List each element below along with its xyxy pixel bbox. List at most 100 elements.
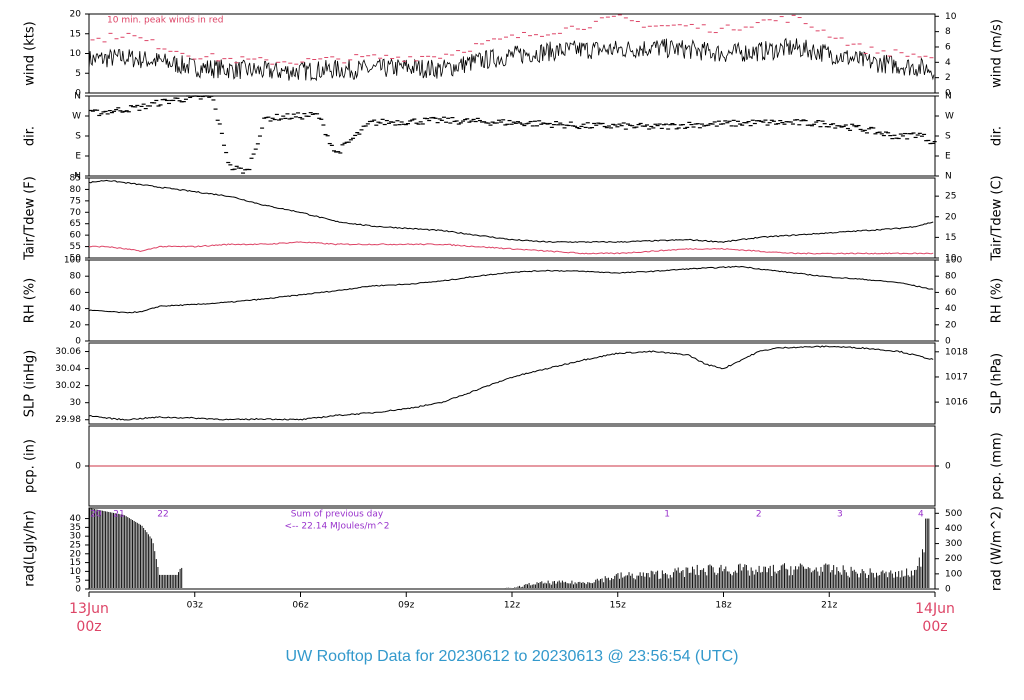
slp-ytick-label: 30.04 [55, 364, 81, 374]
slp-ytick-right-label: 1018 [945, 347, 968, 357]
wind-series-line [88, 37, 935, 82]
x-tick-label: 15z [610, 601, 626, 611]
dir-ytick-label: W [72, 112, 81, 122]
x-tick-label: 06z [292, 601, 308, 611]
rad-hour-label: 1 [664, 510, 670, 520]
temp-ytick-right-label: 25 [945, 192, 956, 202]
pcp-ytick-right-label: 0 [945, 462, 951, 472]
temp-ylabel-right: Tair/Tdew (C) [990, 175, 1005, 261]
temp-tdew-line [88, 241, 934, 255]
x-tick-label: 03z [187, 601, 203, 611]
dir-ytick-right-label: S [945, 132, 951, 142]
wind-ytick-right-label: 0 [945, 89, 951, 99]
dir-ytick-label: S [75, 132, 81, 142]
slp-ytick-label: 30.02 [55, 381, 81, 391]
slp-ylabel: SLP (inHg) [23, 350, 38, 418]
dir-ytick-label: N [74, 172, 81, 182]
dir-ylabel-right: dir. [990, 126, 1005, 146]
pcp-ytick-label: 0 [75, 462, 81, 472]
rh-ytick-label: 40 [70, 304, 82, 314]
rad-ytick-label: 25 [70, 540, 81, 550]
temp-ytick-right-label: 20 [945, 212, 957, 222]
slp-series-line [88, 345, 934, 421]
temp-tair-line [88, 179, 934, 243]
wind-ytick-right-label: 4 [945, 58, 951, 68]
x-tick-label: 18z [715, 601, 731, 611]
temp-ytick-label: 85 [70, 174, 81, 184]
wind-ytick-label: 5 [75, 69, 81, 79]
wind-annotation: 10 min. peak winds in red [107, 16, 224, 26]
rad-ytick-label: 15 [70, 558, 81, 568]
temp-panel-frame [88, 177, 936, 259]
rh-ytick-label: 100 [64, 256, 81, 266]
rad-ytick-label: 10 [70, 567, 82, 577]
dir-ytick-right-label: W [945, 112, 954, 122]
wind-ytick-right-label: 8 [945, 27, 951, 37]
dir-panel-frame [88, 95, 936, 177]
temp-ytick-label: 50 [70, 254, 82, 264]
dir-ytick-right-label: N [945, 172, 952, 182]
rh-ytick-label: 0 [75, 337, 81, 347]
rad-ytick-right-label: 300 [945, 539, 962, 549]
rh-ytick-right-label: 100 [945, 256, 962, 266]
slp-ytick-label: 29.98 [55, 415, 81, 425]
rh-ytick-right-label: 0 [945, 337, 951, 347]
rh-ytick-right-label: 80 [945, 272, 957, 282]
wind-ylabel-right: wind (m/s) [990, 19, 1005, 88]
rad-hour-label: 4 [918, 510, 924, 520]
temp-ytick-right-label: 10 [945, 254, 957, 264]
x-end-date-label: 14Jun [915, 601, 955, 617]
wind-peak-series [90, 14, 934, 65]
rad-ytick-label: 40 [70, 514, 82, 524]
rad-ytick-label: 35 [70, 523, 81, 533]
rad-sum-value: <-- 22.14 MJoules/m^2 [285, 522, 390, 532]
rad-ytick-label: 0 [75, 585, 81, 595]
wind-ytick-label: 15 [70, 29, 81, 39]
slp-ytick-right-label: 1016 [945, 398, 968, 408]
rad-hour-label: 2 [756, 510, 762, 520]
temp-ytick-label: 70 [70, 208, 82, 218]
slp-ytick-label: 30.06 [55, 347, 81, 357]
rad-ylabel-right: rad (W/m^2) [990, 506, 1005, 591]
rad-ytick-right-label: 0 [945, 585, 951, 595]
temp-ytick-label: 80 [70, 185, 82, 195]
rh-ytick-label: 20 [70, 320, 82, 330]
rad-ytick-right-label: 100 [945, 569, 962, 579]
dir-ytick-right-label: N [945, 92, 952, 102]
temp-ylabel: Tair/Tdew (F) [23, 176, 38, 261]
rh-series-line [88, 265, 934, 314]
slp-ytick-right-label: 1017 [945, 372, 968, 382]
slp-ylabel-right: SLP (hPa) [990, 353, 1005, 414]
rh-ytick-label: 80 [70, 272, 82, 282]
page-title: UW Rooftop Data for 20230612 to 20230613… [285, 648, 739, 665]
rh-ytick-right-label: 60 [945, 288, 957, 298]
temp-ytick-label: 55 [70, 242, 81, 252]
dir-ytick-label: N [74, 92, 81, 102]
rad-ytick-label: 5 [75, 576, 81, 586]
rad-ytick-label: 20 [70, 549, 82, 559]
temp-ytick-label: 75 [70, 196, 81, 206]
wind-ytick-label: 10 [70, 49, 82, 59]
rad-sum-label: Sum of previous day [291, 510, 384, 520]
slp-ytick-label: 30 [70, 398, 82, 408]
dir-ytick-right-label: E [945, 152, 951, 162]
rad-hour-label: 20 [90, 510, 102, 520]
rad-hour-label: 21 [113, 510, 124, 520]
rh-ylabel: RH (%) [23, 278, 38, 323]
x-tick-label: 21z [821, 601, 837, 611]
rad-hour-label: 22 [157, 510, 168, 520]
rad-hour-label: 3 [837, 510, 843, 520]
x-start-date-label: 13Jun [69, 601, 109, 617]
rh-panel-frame [88, 259, 936, 342]
wind-ytick-right-label: 10 [945, 12, 957, 22]
rh-ytick-right-label: 40 [945, 304, 957, 314]
pcp-ylabel-right: pcp. (mm) [990, 432, 1005, 499]
temp-ytick-label: 65 [70, 219, 81, 229]
rad-ytick-label: 30 [70, 532, 82, 542]
wind-ytick-label: 0 [75, 89, 81, 99]
rad-ytick-right-label: 500 [945, 509, 962, 519]
x-tick-label: 09z [398, 601, 414, 611]
rad-ytick-right-label: 200 [945, 554, 962, 564]
wind-ylabel: wind (kts) [23, 21, 38, 85]
